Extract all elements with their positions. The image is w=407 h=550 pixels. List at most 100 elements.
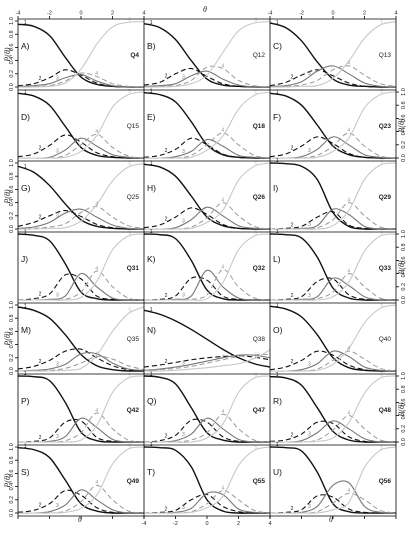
category-curve bbox=[18, 91, 144, 159]
category-curve bbox=[18, 205, 144, 230]
item-label: Q32 bbox=[253, 265, 266, 272]
y-tick-label: 0.0 bbox=[401, 296, 407, 304]
category-label: 3 bbox=[182, 505, 185, 511]
category-label: 4 bbox=[95, 129, 98, 135]
category-label: 1 bbox=[24, 443, 27, 449]
curves bbox=[270, 304, 396, 372]
category-label: 3 bbox=[56, 149, 59, 155]
category-curve bbox=[270, 91, 396, 159]
y-tick-label: 0.4 bbox=[9, 483, 15, 491]
category-label: 4 bbox=[347, 268, 350, 274]
panel-label: S) bbox=[21, 467, 30, 477]
y-tick-label: 0.2 bbox=[401, 425, 407, 433]
y-tick-label: 0.0 bbox=[401, 438, 407, 446]
category-curve bbox=[18, 233, 144, 301]
curves bbox=[144, 309, 270, 372]
x-tick-label: 2 bbox=[111, 11, 114, 17]
category-curve bbox=[18, 73, 144, 88]
x-tick-label: 0 bbox=[331, 11, 334, 17]
category-curve bbox=[18, 273, 144, 301]
y-tick-label: 1.0 bbox=[9, 159, 15, 167]
panel: 1 2 3 4 5 S) Q49 bbox=[18, 443, 144, 514]
y-tick-label: 0.4 bbox=[401, 412, 407, 420]
curves bbox=[18, 446, 144, 514]
category-label: 2 bbox=[165, 506, 168, 512]
category-label: 5 bbox=[128, 89, 131, 95]
y-axis-label: P(θ) bbox=[397, 260, 406, 275]
y-tick-label: 0.4 bbox=[9, 341, 15, 349]
x-axis-label-bottom-right: θ bbox=[329, 515, 333, 524]
axes-frame-layer: -4 -2 0 2 4 -4 -2 0 2 4 -4 -2 0 2 4 0.0 0.2 0.4 0.6 0.8 1.0 P… bbox=[3, 11, 407, 528]
y-tick-label: 0.8 bbox=[9, 314, 15, 322]
curves bbox=[18, 375, 144, 443]
category-label: 2 bbox=[39, 215, 42, 221]
category-label: 1 bbox=[24, 303, 27, 309]
category-curve bbox=[270, 494, 396, 514]
category-label: 2 bbox=[291, 506, 294, 512]
category-label: 4 bbox=[95, 480, 98, 486]
x-axis-label-top: θ bbox=[203, 5, 207, 14]
category-label: 2 bbox=[291, 432, 294, 438]
y-tick-label: 0.6 bbox=[401, 399, 407, 407]
category-label: 2 bbox=[39, 503, 42, 509]
y-tick-label: 1.0 bbox=[401, 230, 407, 238]
panel-label: E) bbox=[147, 112, 156, 122]
category-label: 3 bbox=[56, 76, 59, 82]
category-curve bbox=[18, 306, 144, 372]
item-label: Q56 bbox=[379, 478, 392, 485]
y-axis-label: P(θ) bbox=[397, 402, 406, 417]
panel-label: G) bbox=[21, 183, 31, 193]
y-tick-label: 0.0 bbox=[401, 154, 407, 162]
category-label: 5 bbox=[254, 161, 257, 167]
category-label: 5 bbox=[128, 373, 131, 379]
category-curve bbox=[18, 489, 144, 514]
y-tick-label: 0.2 bbox=[401, 141, 407, 149]
x-tick-label: -4 bbox=[268, 11, 273, 17]
category-curve bbox=[18, 21, 144, 88]
y-tick-label: 0.8 bbox=[401, 243, 407, 251]
category-curve bbox=[270, 21, 396, 88]
category-curve bbox=[18, 375, 144, 443]
category-label: 5 bbox=[128, 231, 131, 237]
category-label: 2 bbox=[291, 146, 294, 152]
category-label: 2 bbox=[39, 359, 42, 365]
category-label: 5 bbox=[380, 89, 383, 95]
category-curve bbox=[270, 65, 396, 88]
y-tick-label: 0.8 bbox=[401, 101, 407, 109]
item-label: Q47 bbox=[253, 407, 266, 414]
category-label: 3 bbox=[182, 149, 185, 155]
y-tick-label: 0.0 bbox=[9, 225, 15, 233]
curves bbox=[18, 233, 144, 301]
panel: 12345L)Q33 bbox=[270, 229, 396, 301]
panel: 1 2 3 4 5 F) Q23 bbox=[270, 89, 396, 159]
y-tick-label: 0.6 bbox=[401, 257, 407, 265]
curves bbox=[270, 375, 396, 443]
category-label: 1 bbox=[276, 302, 279, 308]
panel-label: U) bbox=[273, 467, 282, 477]
category-label: 4 bbox=[95, 266, 98, 272]
y-tick-label: 0.2 bbox=[9, 496, 15, 504]
x-tick-label: -2 bbox=[299, 11, 304, 17]
category-label: 5 bbox=[128, 161, 131, 167]
category-label: 4 bbox=[221, 63, 224, 69]
panel-label: I) bbox=[273, 183, 278, 193]
y-tick-label: 0.8 bbox=[9, 30, 15, 38]
panel-label: A) bbox=[21, 41, 30, 51]
y-axis-label: P(θ) bbox=[3, 189, 12, 204]
item-label: Q40 bbox=[379, 336, 392, 343]
panel: 12345U)Q56 bbox=[270, 442, 396, 514]
category-curve bbox=[144, 446, 270, 514]
category-curve bbox=[18, 92, 144, 159]
panel-label: Q) bbox=[147, 396, 157, 406]
category-label: 2 bbox=[291, 359, 294, 365]
item-label: Q29 bbox=[379, 194, 392, 201]
category-label: 1 bbox=[150, 88, 153, 94]
y-axis-label: P(θ) bbox=[3, 47, 12, 62]
x-tick-label: 2 bbox=[363, 11, 366, 17]
category-label: 5 bbox=[254, 445, 257, 451]
curves bbox=[144, 162, 270, 230]
category-label: 5 bbox=[380, 231, 383, 237]
